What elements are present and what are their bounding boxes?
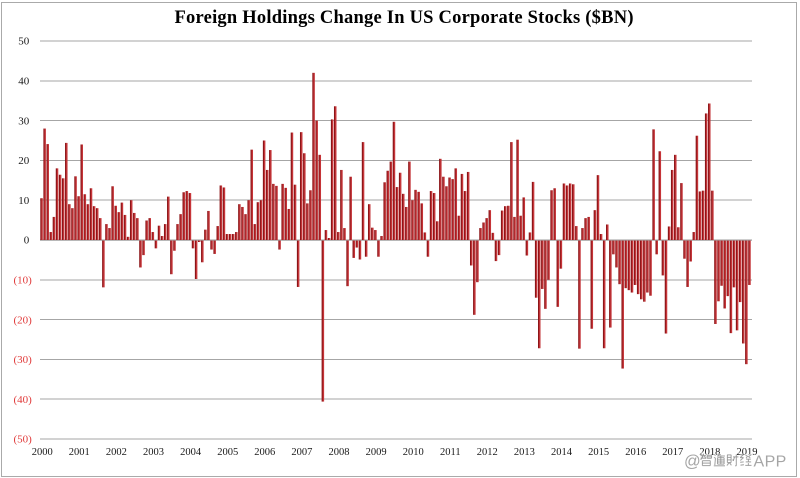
svg-text:2015: 2015 (588, 447, 609, 458)
svg-text:2003: 2003 (143, 447, 164, 458)
svg-text:30: 30 (18, 115, 30, 127)
svg-text:2001: 2001 (69, 447, 90, 458)
svg-text:(10): (10) (13, 275, 32, 287)
svg-text:2018: 2018 (699, 447, 720, 458)
svg-text:20: 20 (18, 155, 30, 167)
svg-text:2009: 2009 (366, 447, 387, 458)
svg-text:10: 10 (18, 195, 30, 207)
svg-text:Foreign Holdings Change In US: Foreign Holdings Change In US Corporate … (175, 8, 634, 28)
svg-text:2011: 2011 (440, 447, 461, 458)
svg-text:2004: 2004 (180, 447, 202, 458)
svg-text:2017: 2017 (662, 447, 683, 458)
svg-text:APP: APP (753, 453, 786, 470)
svg-text:2014: 2014 (551, 447, 573, 458)
svg-text:2006: 2006 (254, 447, 275, 458)
svg-text:2010: 2010 (403, 447, 424, 458)
svg-text:2002: 2002 (106, 447, 127, 458)
svg-text:2008: 2008 (329, 447, 350, 458)
svg-text:APP: APP (754, 454, 787, 471)
svg-text:(40): (40) (13, 394, 32, 406)
svg-text:(50): (50) (13, 434, 32, 446)
svg-text:0: 0 (24, 235, 30, 247)
svg-text:2019: 2019 (737, 447, 758, 458)
svg-text:@: @ (684, 453, 701, 471)
svg-text:2000: 2000 (32, 447, 53, 458)
svg-text:2007: 2007 (291, 447, 312, 458)
svg-text:2013: 2013 (514, 447, 535, 458)
svg-text:(20): (20) (13, 314, 32, 326)
svg-text:2016: 2016 (625, 447, 646, 458)
svg-text:@: @ (683, 452, 700, 470)
svg-text:(30): (30) (13, 354, 32, 366)
svg-text:50: 50 (18, 36, 30, 48)
svg-text:2012: 2012 (477, 447, 498, 458)
svg-text:2005: 2005 (217, 447, 238, 458)
svg-text:40: 40 (18, 76, 30, 88)
